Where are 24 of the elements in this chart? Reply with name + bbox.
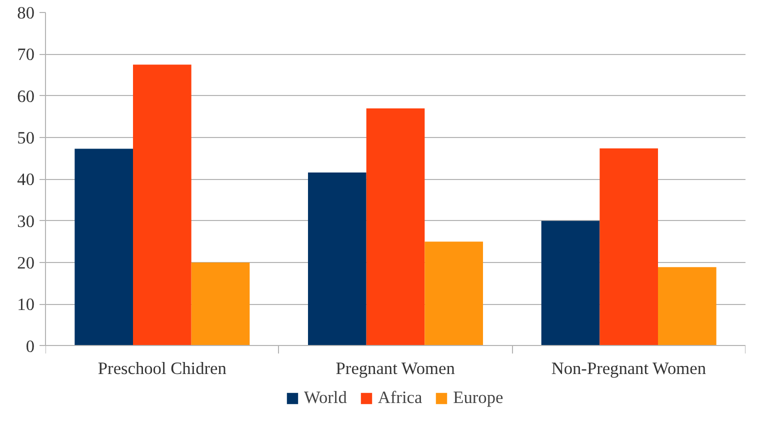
y-tick-label: 30 — [17, 212, 34, 231]
legend-label: World — [304, 388, 347, 408]
legend-label: Europe — [453, 388, 504, 408]
bar — [191, 262, 250, 346]
bar — [658, 267, 716, 346]
bar — [74, 148, 133, 346]
x-tick-label: Pregnant Women — [336, 358, 456, 378]
bar — [541, 220, 600, 346]
y-tick-label: 20 — [17, 254, 34, 272]
bar — [308, 172, 366, 346]
y-tick-label: 40 — [17, 170, 34, 190]
y-tick-label: 70 — [17, 45, 34, 64]
y-tick-label: 80 — [17, 4, 34, 22]
bar — [133, 64, 192, 346]
y-tick-label: 50 — [17, 128, 34, 148]
legend-label: Africa — [378, 388, 422, 408]
x-tick-label: Non-Pregnant Women — [551, 358, 706, 378]
bar — [424, 242, 483, 346]
x-tick-label: Preschool Chidren — [98, 358, 227, 378]
bar — [600, 148, 658, 346]
bar — [366, 108, 425, 346]
y-tick-label: 0 — [26, 336, 35, 356]
y-tick-label: 10 — [17, 295, 34, 314]
y-tick-label: 60 — [17, 86, 34, 106]
